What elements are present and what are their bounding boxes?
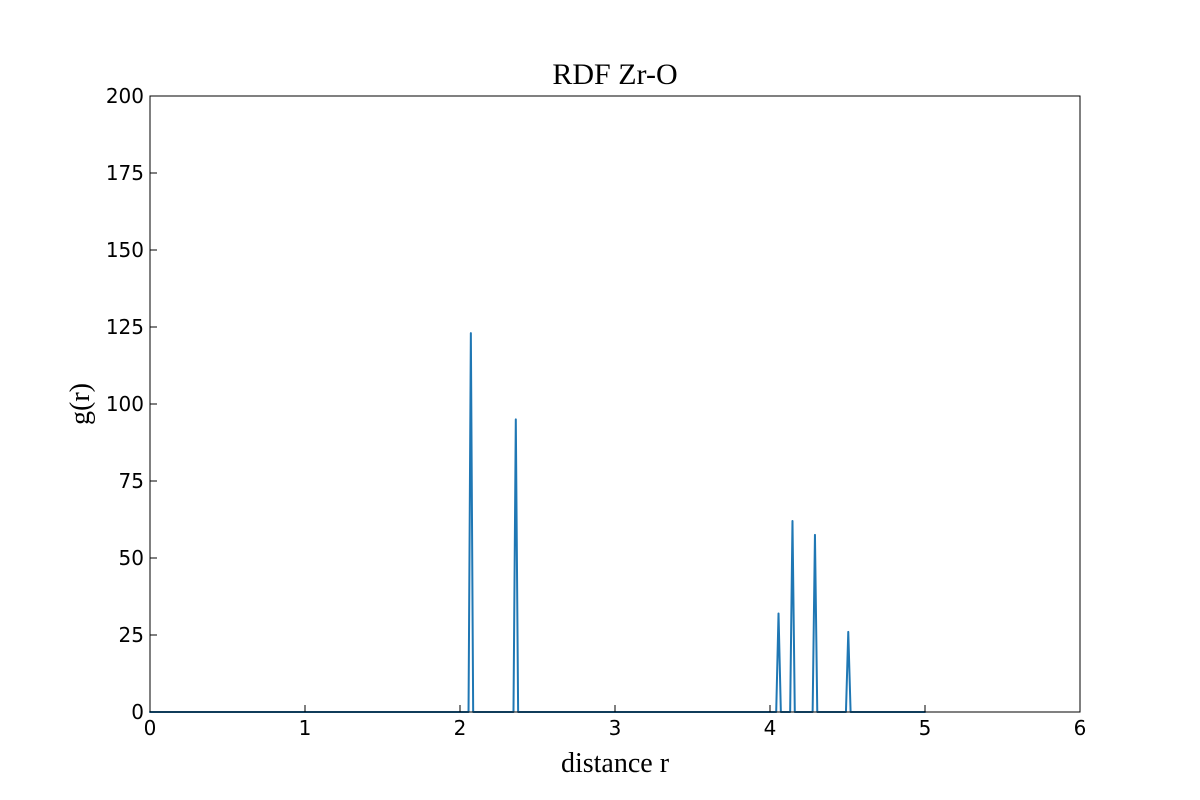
x-tick-label: 1 (299, 716, 312, 740)
y-tick-label: 175 (106, 161, 144, 185)
y-tick-label: 200 (106, 84, 144, 108)
x-axis-ticks: 0 1 2 3 4 5 6 (144, 705, 1087, 740)
y-axis-label: g(r) (65, 383, 96, 425)
y-tick-label: 50 (119, 546, 144, 570)
x-tick-label: 6 (1074, 716, 1087, 740)
x-tick-label: 3 (609, 716, 622, 740)
series-line-g-r (149, 332, 926, 713)
y-tick-label: 25 (119, 623, 144, 647)
y-axis-ticks: 0 25 50 75 100 125 150 175 200 (106, 84, 157, 724)
plot-frame (149, 95, 1081, 713)
x-axis-label: distance r (561, 748, 670, 779)
plot-area: 0 1 2 3 4 5 6 0 25 50 75 100 125 150 175 200 (106, 84, 1087, 740)
x-tick-label: 2 (454, 716, 467, 740)
x-tick-label: 4 (764, 716, 777, 740)
y-tick-label: 0 (131, 700, 144, 724)
y-tick-label: 150 (106, 238, 144, 262)
y-tick-label: 125 (106, 315, 144, 339)
y-tick-label: 75 (119, 469, 144, 493)
x-tick-label: 0 (144, 716, 157, 740)
x-tick-label: 5 (919, 716, 932, 740)
y-tick-label: 100 (106, 392, 144, 416)
chart-title: RDF Zr-O (552, 58, 677, 91)
